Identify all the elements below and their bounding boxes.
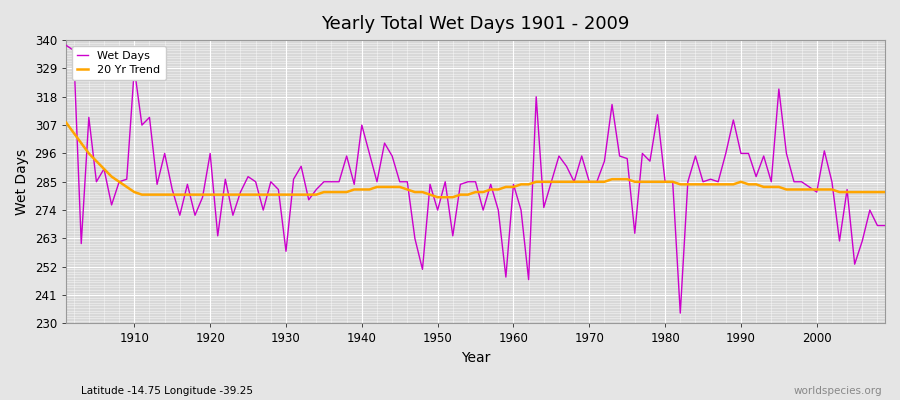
- Wet Days: [879, 223, 890, 228]
- 20 Yr Trend: [879, 190, 890, 194]
- Line: 20 Yr Trend: 20 Yr Trend: [66, 122, 885, 197]
- 20 Yr Trend: [607, 177, 617, 182]
- Wet Days: [508, 182, 519, 187]
- Wet Days: [60, 43, 71, 48]
- X-axis label: Year: Year: [461, 351, 491, 365]
- 20 Yr Trend: [60, 120, 71, 125]
- Y-axis label: Wet Days: Wet Days: [15, 149, 29, 215]
- 20 Yr Trend: [288, 192, 299, 197]
- Text: worldspecies.org: worldspecies.org: [794, 386, 882, 396]
- Line: Wet Days: Wet Days: [66, 45, 885, 313]
- Legend: Wet Days, 20 Yr Trend: Wet Days, 20 Yr Trend: [72, 46, 166, 80]
- 20 Yr Trend: [516, 182, 526, 187]
- Wet Days: [334, 179, 345, 184]
- Wet Days: [122, 177, 132, 182]
- Wet Days: [675, 311, 686, 316]
- Title: Yearly Total Wet Days 1901 - 2009: Yearly Total Wet Days 1901 - 2009: [321, 15, 630, 33]
- Wet Days: [599, 159, 610, 164]
- 20 Yr Trend: [508, 184, 519, 189]
- Wet Days: [500, 275, 511, 280]
- 20 Yr Trend: [334, 190, 345, 194]
- 20 Yr Trend: [432, 195, 443, 200]
- 20 Yr Trend: [122, 184, 132, 189]
- Text: Latitude -14.75 Longitude -39.25: Latitude -14.75 Longitude -39.25: [81, 386, 253, 396]
- Wet Days: [288, 177, 299, 182]
